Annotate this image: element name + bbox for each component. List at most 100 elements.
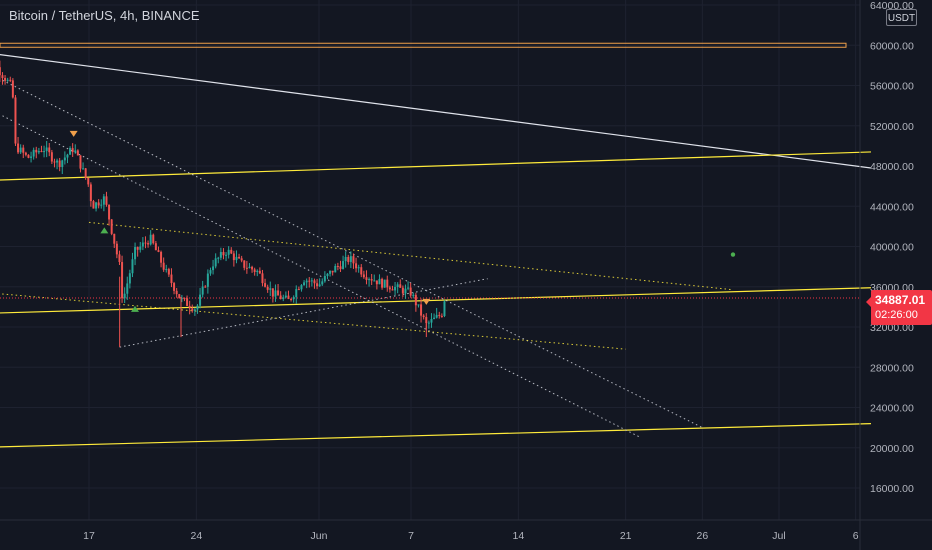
candle-body — [170, 274, 173, 284]
candle-body — [357, 267, 360, 269]
candle-body — [334, 265, 337, 273]
candle-body — [290, 299, 293, 301]
candle-body — [37, 151, 40, 153]
candle-body — [326, 273, 329, 277]
x-tick-label: 6 — [853, 530, 859, 542]
candle-body — [74, 150, 77, 153]
candle-body — [175, 290, 178, 295]
candle-body — [118, 254, 121, 263]
candle-body — [261, 273, 264, 284]
candle-body — [349, 256, 352, 262]
candle-body — [45, 147, 48, 152]
candle-body — [149, 234, 152, 245]
x-tick-label: Jul — [772, 530, 785, 542]
candle-body — [396, 284, 399, 287]
candle-body — [407, 287, 410, 289]
candle-body — [310, 280, 313, 282]
candle-body — [230, 249, 233, 254]
candle-body — [227, 249, 230, 255]
candle-body — [63, 157, 66, 161]
candle-body — [173, 283, 176, 291]
yellow-trendline — [0, 287, 872, 314]
candle-body — [266, 286, 269, 290]
candle-body — [136, 247, 139, 250]
candle-body — [113, 233, 116, 244]
y-tick-label: 48000.00 — [870, 161, 914, 173]
yellow-trendline — [0, 151, 872, 181]
currency-button[interactable]: USDT — [886, 9, 917, 26]
candle-body — [61, 160, 64, 168]
candle-body — [427, 322, 430, 324]
candle-body — [360, 267, 363, 275]
candle-body — [435, 314, 438, 318]
candle-body — [48, 147, 51, 153]
candle-body — [355, 263, 358, 269]
candle-body — [313, 280, 316, 284]
candle-body — [277, 290, 280, 296]
candle-body — [139, 246, 142, 250]
x-tick-label: Jun — [311, 530, 328, 542]
candle-body — [375, 280, 378, 285]
sell-signal-marker — [69, 130, 78, 137]
candle-body — [84, 168, 87, 178]
candle-body — [160, 251, 163, 263]
candle-body — [92, 201, 95, 209]
candle-body — [214, 258, 217, 267]
x-tick-label: 21 — [620, 530, 632, 542]
drawing-tools[interactable] — [0, 42, 872, 448]
dotted-trendline — [0, 293, 626, 350]
candle-body — [279, 295, 282, 300]
chart-title: Bitcoin / TetherUS, 4h, BINANCE — [9, 8, 200, 23]
candle-body — [40, 151, 43, 153]
candle-body — [147, 243, 150, 245]
candle-body — [115, 243, 118, 255]
candle-body — [105, 196, 108, 205]
candle-body — [240, 258, 243, 261]
candle-body — [352, 256, 355, 264]
candle-body — [274, 290, 277, 297]
candle-body — [14, 97, 17, 144]
candle-body — [201, 286, 204, 295]
candle-body — [284, 295, 287, 298]
candle-body — [6, 79, 9, 81]
candle-body — [422, 315, 425, 318]
candle-body — [321, 281, 324, 285]
candle-body — [232, 253, 235, 261]
candle-body — [235, 256, 238, 261]
candle-body — [193, 309, 196, 311]
candle-body — [394, 286, 397, 291]
candle-body — [22, 147, 25, 153]
candle-body — [144, 242, 147, 244]
candle-body — [243, 260, 246, 268]
y-tick-label: 20000.00 — [870, 443, 914, 455]
buy-signal-marker — [100, 227, 109, 234]
y-tick-label: 32000.00 — [870, 322, 914, 334]
candle-body — [287, 295, 290, 300]
x-tick-label: 7 — [408, 530, 414, 542]
white-trendline — [0, 54, 872, 169]
candle-body — [212, 266, 215, 271]
candle-body — [58, 160, 61, 168]
candle-body — [167, 269, 170, 275]
candle-body — [196, 305, 199, 310]
candle-body — [417, 304, 420, 306]
candle-body — [76, 150, 79, 156]
candle-body — [438, 314, 441, 316]
candle-body — [188, 305, 191, 309]
candle-body — [123, 293, 126, 299]
candle-body — [87, 177, 90, 185]
candle-body — [414, 294, 417, 306]
candle-body — [191, 308, 194, 311]
candle-body — [209, 270, 212, 274]
candle-body — [238, 256, 241, 259]
candle-body — [35, 149, 38, 153]
candle-body — [305, 280, 308, 283]
candle-body — [69, 148, 72, 155]
candle-body — [131, 259, 134, 274]
candle-body — [282, 297, 285, 300]
candle-body — [256, 270, 259, 273]
candle-body — [347, 256, 350, 262]
